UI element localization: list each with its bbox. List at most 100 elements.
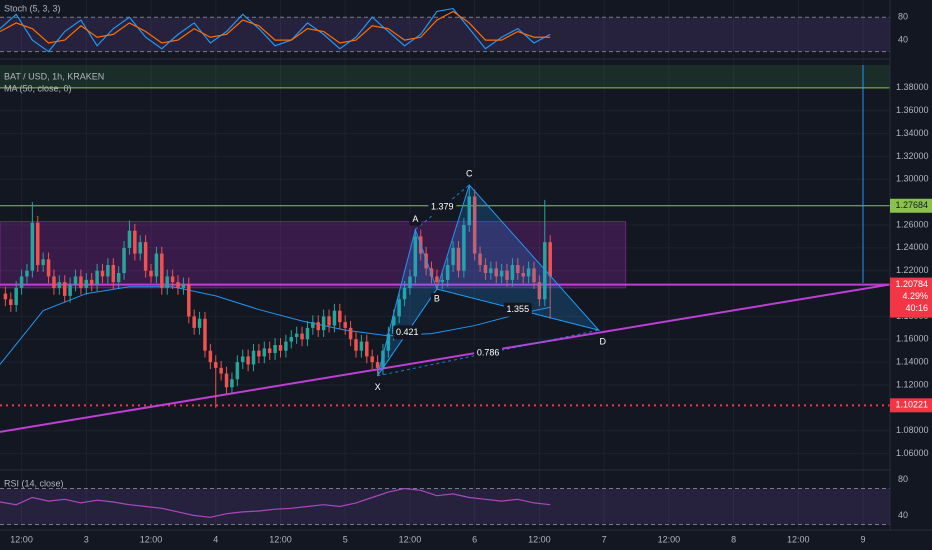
y-tick-label: 1.08000 bbox=[896, 425, 929, 435]
candle-body bbox=[143, 242, 148, 271]
candle-body bbox=[332, 310, 337, 326]
point-label: X bbox=[375, 382, 381, 392]
candle-body bbox=[440, 279, 445, 283]
y-tick-label: 1.26000 bbox=[896, 219, 929, 229]
y-tick-label: 80 bbox=[898, 474, 908, 484]
candle-body bbox=[9, 299, 13, 305]
trendline bbox=[0, 283, 891, 433]
band bbox=[0, 488, 890, 525]
candle-body bbox=[462, 225, 466, 271]
candle-body bbox=[106, 265, 110, 277]
x-tick-label: 12:00 bbox=[269, 534, 292, 544]
candle-body bbox=[543, 242, 547, 300]
x-tick-label: 12:00 bbox=[528, 534, 551, 544]
candle-body bbox=[111, 265, 116, 283]
candle-body bbox=[456, 247, 461, 271]
y-tick-label: 1.34000 bbox=[896, 128, 929, 138]
candle-body bbox=[240, 356, 245, 363]
panel-title: Stoch (5, 3, 3) bbox=[4, 3, 61, 13]
point-box bbox=[409, 213, 422, 226]
candle-body bbox=[327, 316, 331, 326]
candle-body bbox=[489, 268, 493, 273]
candle-body bbox=[273, 345, 277, 353]
candle-body bbox=[537, 282, 542, 300]
candle-body bbox=[84, 279, 89, 288]
panel-title: RSI (14, close) bbox=[4, 478, 64, 488]
price-tag bbox=[890, 198, 932, 213]
y-tick-label: 1.12000 bbox=[896, 379, 929, 389]
y-tick-label: 1.32000 bbox=[896, 151, 929, 161]
x-tick-label: 8 bbox=[731, 534, 736, 544]
y-tick-label: 40 bbox=[898, 34, 908, 44]
candle-body bbox=[338, 310, 342, 323]
x-tick-label: 5 bbox=[343, 534, 348, 544]
candle-body bbox=[397, 299, 401, 317]
candle-body bbox=[305, 327, 310, 340]
top-band bbox=[0, 65, 890, 88]
ratio-box bbox=[393, 325, 422, 340]
candle-body bbox=[30, 222, 35, 271]
candle-body bbox=[41, 259, 45, 265]
candle-body bbox=[154, 253, 159, 277]
candle-body bbox=[133, 230, 137, 254]
candle-body bbox=[413, 236, 418, 277]
ratio-box bbox=[428, 200, 457, 215]
y-tick-label: 40 bbox=[898, 510, 908, 520]
y-tick-label: 1.22000 bbox=[896, 265, 929, 275]
candle-body bbox=[246, 356, 250, 365]
point-label: B bbox=[434, 293, 440, 303]
candle-body bbox=[521, 273, 525, 277]
y-tick-label: 1.14000 bbox=[896, 357, 929, 367]
candle-body bbox=[79, 276, 83, 288]
y-tick-label: 1.38000 bbox=[896, 82, 929, 92]
candle-body bbox=[170, 276, 175, 283]
x-tick-label: 12:00 bbox=[140, 534, 163, 544]
x-tick-label: 12:00 bbox=[399, 534, 422, 544]
plot bbox=[0, 7, 891, 525]
y-tick-label: 1.30000 bbox=[896, 174, 929, 184]
price-tag-label: 1.10221 bbox=[895, 400, 928, 410]
y-tick-label: 1.36000 bbox=[896, 105, 929, 115]
candle-body bbox=[89, 279, 94, 285]
moving-average bbox=[0, 286, 551, 365]
point-box bbox=[430, 293, 443, 305]
candle-body bbox=[36, 222, 40, 265]
x-tick-label: 12:00 bbox=[658, 534, 681, 544]
candle-body bbox=[381, 350, 385, 368]
candle-body bbox=[510, 265, 515, 280]
candle-body bbox=[526, 268, 531, 277]
candle-body bbox=[197, 318, 202, 328]
candle-body bbox=[165, 276, 169, 288]
pattern-ratio-line bbox=[377, 329, 599, 377]
candle-body bbox=[100, 270, 105, 277]
zone bbox=[0, 221, 627, 289]
candle-body bbox=[365, 341, 369, 357]
candle-body bbox=[467, 196, 472, 225]
candle-body bbox=[478, 253, 482, 265]
candle-body bbox=[73, 276, 78, 285]
chart-title: BAT / USD, 1h, KRAKEN bbox=[4, 71, 104, 81]
candle-body bbox=[68, 284, 72, 296]
ma-legend: MA (50, close, 0) bbox=[4, 83, 72, 93]
candle-body bbox=[494, 268, 498, 277]
candle-body bbox=[203, 318, 207, 351]
candle-body bbox=[300, 333, 304, 340]
current-price-tag bbox=[890, 277, 932, 318]
x-tick-label: 12:00 bbox=[10, 534, 33, 544]
candle-body bbox=[25, 270, 29, 277]
countdown: 40:16 bbox=[905, 303, 928, 313]
candle-body bbox=[192, 316, 196, 328]
candle-body bbox=[160, 253, 164, 288]
candle-body bbox=[311, 322, 315, 328]
point-label: A bbox=[412, 214, 418, 224]
candle-body bbox=[138, 242, 142, 254]
candle-body bbox=[57, 282, 62, 288]
candle-body bbox=[445, 265, 450, 280]
candle-body bbox=[505, 270, 509, 280]
price-tag bbox=[890, 398, 932, 413]
ratio-label: 1.355 bbox=[507, 304, 530, 314]
candle-body bbox=[516, 265, 520, 273]
candle-body bbox=[348, 327, 353, 340]
candle-body bbox=[187, 284, 191, 317]
